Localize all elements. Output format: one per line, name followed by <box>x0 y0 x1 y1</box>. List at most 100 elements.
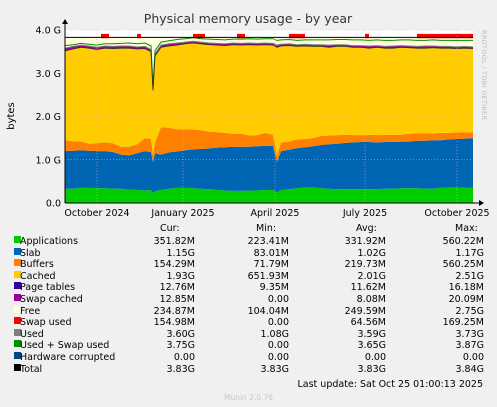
legend-value-max: 3.73G <box>455 328 484 340</box>
legend-value-avg: 331.92M <box>344 236 386 247</box>
y-tick-label: 4.0 G <box>36 26 62 37</box>
legend-value-avg: 8.08M <box>356 294 386 305</box>
legend-value-max: 0.00 <box>462 352 484 363</box>
legend-swatch <box>14 259 21 267</box>
legend-row: Slab 1.15G 83.01M 1.02G 1.17G <box>0 247 497 259</box>
legend-value-min: 104.04M <box>247 305 289 317</box>
rrdtool-credit: RRDTOOL / TOBI OETIKER <box>480 30 488 121</box>
legend-value-avg: 3.65G <box>357 340 386 352</box>
y-tick-label: 2.0 G <box>36 112 62 123</box>
last-update: Last update: Sat Oct 25 01:00:13 2025 <box>297 379 483 390</box>
legend-value-cur: 12.76M <box>159 282 195 294</box>
legend-header-cur: Cur: <box>160 223 180 234</box>
area-applications <box>65 187 473 203</box>
swap-used-segment <box>289 33 305 39</box>
legend-value-min: 9.35M <box>259 282 289 294</box>
x-tick-label: October 2024 <box>64 208 129 219</box>
legend-value-min: 83.01M <box>253 247 289 259</box>
legend-row: Used + Swap used 3.75G 0.00 3.65G 3.87G <box>0 340 497 351</box>
legend-row: Used 3.60G 1.08G 3.59G 3.73G <box>0 328 497 340</box>
legend-value-max: 16.18M <box>448 282 484 294</box>
memory-chart: 0.0 1.0 G 2.0 G 3.0 G 4.0 G October 2024 Janua… <box>6 11 490 219</box>
legend-value-min: 651.93M <box>247 270 289 282</box>
legend-swatch <box>14 282 21 290</box>
legend-value-max: 169.25M <box>442 317 484 329</box>
x-tick-label: January 2025 <box>150 208 214 219</box>
legend-swatch <box>14 294 21 301</box>
legend-label: Hardware corrupted <box>20 352 116 363</box>
area-free <box>65 37 473 89</box>
legend-value-cur: 0.00 <box>173 352 195 363</box>
y-tick-label: 3.0 G <box>36 69 62 80</box>
legend-swatch <box>14 363 21 371</box>
legend-row: Free 234.87M 104.04M 249.59M 2.75G <box>0 305 497 317</box>
legend-value-avg: 64.56M <box>350 317 386 329</box>
x-tick-label: October 2025 <box>424 208 489 219</box>
legend-value-min: 223.41M <box>247 236 289 247</box>
swap-used-segment <box>417 33 473 39</box>
legend-value-avg: 1.02G <box>357 247 386 259</box>
legend-value-avg: 3.83G <box>357 363 386 375</box>
y-axis-arrow <box>62 19 68 24</box>
swap-used-segment <box>101 33 109 39</box>
legend-value-avg: 219.73M <box>344 259 386 271</box>
legend-label: Slab <box>20 247 41 259</box>
area-slab <box>65 138 473 194</box>
legend-label: Used <box>20 328 44 340</box>
legend-value-min: 0.00 <box>267 340 289 352</box>
legend-value-cur: 3.60G <box>166 328 195 340</box>
legend-row: Swap cached 12.85M 0.00 8.08M 20.09M <box>0 294 497 305</box>
legend-value-max: 3.84G <box>455 363 484 375</box>
legend-value-max: 1.17G <box>455 247 484 259</box>
swap-used-segment <box>237 33 245 39</box>
legend-value-min: 3.83G <box>260 363 289 375</box>
legend-value-cur: 154.98M <box>153 317 195 329</box>
legend-label: Cached <box>20 270 56 282</box>
legend-header-max: Max: <box>455 223 478 234</box>
legend-value-max: 2.51G <box>455 270 484 282</box>
legend-value-min: 0.00 <box>267 294 289 305</box>
legend-value-cur: 1.15G <box>166 247 195 259</box>
legend-label: Used + Swap used <box>20 340 110 352</box>
legend-swatch <box>14 317 21 325</box>
y-tick-label: 1.0 G <box>36 155 62 166</box>
legend-label: Free <box>20 305 41 317</box>
swap-used-segment <box>365 33 369 39</box>
legend-header-min: Min: <box>256 223 277 234</box>
legend-label: Swap cached <box>20 294 83 305</box>
legend-value-avg: 11.62M <box>350 282 386 294</box>
legend-value-max: 2.75G <box>455 305 484 317</box>
legend-swatch <box>14 328 21 336</box>
swap-used-segment <box>193 33 205 39</box>
legend-label: Buffers <box>20 259 54 271</box>
legend-row: Total 3.83G 3.83G 3.83G 3.84G <box>0 363 497 375</box>
legend-value-cur: 234.87M <box>153 305 195 317</box>
legend-row: Hardware corrupted 0.00 0.00 0.00 0.00 <box>0 352 497 363</box>
legend-value-max: 20.09M <box>448 294 484 305</box>
legend-label: Total <box>20 363 43 375</box>
x-tick-label: July 2025 <box>342 208 387 219</box>
x-tick-label: April 2025 <box>251 208 300 219</box>
legend-swatch <box>14 247 21 255</box>
x-axis-arrow <box>479 200 484 206</box>
legend-value-max: 3.87G <box>455 340 484 352</box>
legend-value-min: 71.79M <box>253 259 289 271</box>
legend-value-min: 1.08G <box>260 328 289 340</box>
legend-value-cur: 3.83G <box>166 363 195 375</box>
chart-title: Physical memory usage - by year <box>144 11 353 26</box>
legend-swatch <box>14 236 21 243</box>
legend-label: Page tables <box>20 282 76 294</box>
line-cached-edge <box>64 42 474 91</box>
legend-row: Buffers 154.29M 71.79M 219.73M 560.25M <box>0 259 497 270</box>
legend-value-cur: 154.29M <box>153 259 195 271</box>
legend-swatch <box>14 352 21 359</box>
legend-row: Applications 351.82M 223.41M 331.92M 560.22M <box>0 236 497 247</box>
y-axis-label: bytes <box>6 102 17 130</box>
line-used <box>64 40 474 89</box>
legend-value-cur: 1.93G <box>166 270 195 282</box>
legend-value-avg: 2.01G <box>357 270 386 282</box>
legend-row: Cached 1.93G 651.93M 2.01G 2.51G <box>0 270 497 282</box>
legend-swatch <box>14 305 21 313</box>
legend-value-min: 0.00 <box>267 352 289 363</box>
y-tick-label: 0.0 <box>46 199 61 210</box>
